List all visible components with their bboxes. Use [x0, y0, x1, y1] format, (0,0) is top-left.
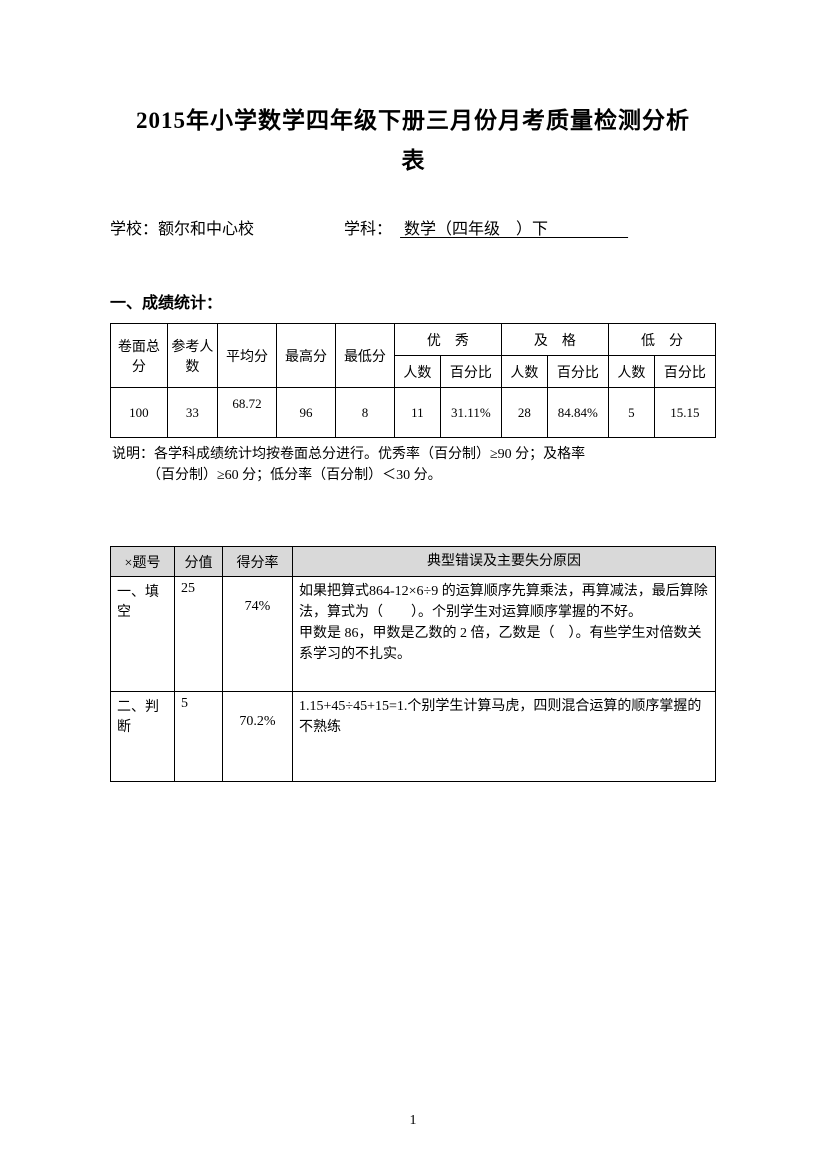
stats-header-pass-percent: 百分比 [547, 356, 608, 388]
stats-header-pass: 及 格 [501, 324, 608, 356]
school-value: 额尔和中心校 [158, 221, 254, 238]
stats-header-exc-count: 人数 [394, 356, 440, 388]
document-title-line2: 表 [110, 141, 716, 175]
stats-header-low-percent: 百分比 [654, 356, 715, 388]
analysis-header-reason: 典型错误及主要失分原因 [293, 547, 716, 577]
stats-header-total: 卷面总分 [111, 324, 168, 388]
stats-low-percent: 15.15 [654, 388, 715, 438]
analysis-row2-score: 5 [175, 692, 223, 782]
stats-pass-percent: 84.84% [547, 388, 608, 438]
stats-header-max: 最高分 [276, 324, 335, 388]
stats-header-pass-count: 人数 [501, 356, 547, 388]
stats-header-attendees: 参考人数 [167, 324, 217, 388]
section-1-title: 一、成绩统计： [110, 289, 716, 313]
page-number: 1 [0, 1113, 826, 1129]
stats-average: 68.72 [218, 388, 277, 438]
analysis-header-rate: 得分率 [223, 547, 293, 577]
analysis-row1-rate: 74% [223, 577, 293, 692]
stats-header-low: 低 分 [608, 324, 715, 356]
analysis-header-num: ×题号 [111, 547, 175, 577]
stats-low-count: 5 [608, 388, 654, 438]
subject-label: 学科： [344, 221, 392, 238]
analysis-row2-reason: 1.15+45÷45+15=1.个别学生计算马虎，四则混合运算的顺序掌握的不熟练 [293, 692, 716, 782]
stats-min: 8 [335, 388, 394, 438]
analysis-row1-score: 25 [175, 577, 223, 692]
stats-note: 说明：各学科成绩统计均按卷面总分进行。优秀率（百分制）≥90 分；及格率 （百分… [110, 444, 716, 486]
analysis-header-score: 分值 [175, 547, 223, 577]
stats-total-score: 100 [111, 388, 168, 438]
subject-value: 数学（四年级 ）下 [392, 221, 636, 238]
stats-exc-percent: 31.11% [440, 388, 501, 438]
stats-attendees: 33 [167, 388, 217, 438]
analysis-table: ×题号 分值 得分率 典型错误及主要失分原因 一、填空 25 74% 如果把算式… [110, 546, 716, 782]
stats-header-excellent: 优 秀 [394, 324, 501, 356]
document-title-line1: 2015年小学数学四年级下册三月份月考质量检测分析 [110, 100, 716, 141]
note-line1: 说明：各学科成绩统计均按卷面总分进行。优秀率（百分制）≥90 分；及格率 [112, 444, 716, 465]
stats-header-low-count: 人数 [608, 356, 654, 388]
analysis-row2-num: 二、判断 [111, 692, 175, 782]
stats-header-average: 平均分 [218, 324, 277, 388]
stats-max: 96 [276, 388, 335, 438]
note-line2: （百分制）≥60 分；低分率（百分制）＜30 分。 [112, 465, 716, 486]
analysis-row1-num: 一、填空 [111, 577, 175, 692]
stats-header-min: 最低分 [335, 324, 394, 388]
school-label: 学校： [110, 221, 158, 238]
stats-table: 卷面总分 参考人数 平均分 最高分 最低分 优 秀 及 格 低 分 人数 百分比… [110, 323, 716, 438]
stats-header-exc-percent: 百分比 [440, 356, 501, 388]
stats-pass-count: 28 [501, 388, 547, 438]
analysis-row2-rate: 70.2% [223, 692, 293, 782]
stats-exc-count: 11 [394, 388, 440, 438]
analysis-row1-reason: 如果把算式864-12×6÷9 的运算顺序先算乘法，再算减法，最后算除法，算式为… [293, 577, 716, 692]
info-line: 学校：额尔和中心校 学科： 数学（四年级 ）下 [110, 215, 716, 239]
